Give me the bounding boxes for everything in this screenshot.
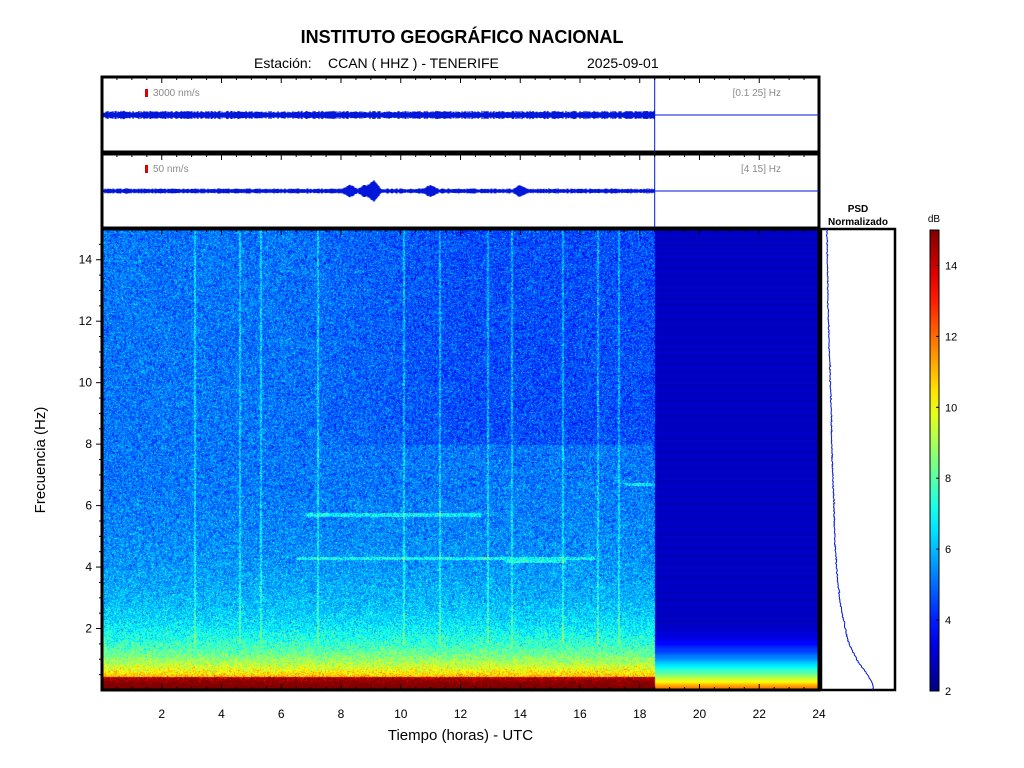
waveform-highband-scale-label: 50 nm/s [153, 164, 189, 175]
x-tick-label: 14 [514, 707, 528, 721]
colorbar-tick-label: 6 [945, 544, 951, 556]
station-prefix: Estación: [254, 55, 312, 71]
x-tick-label: 10 [394, 707, 408, 721]
colorbar-tick-label: 2 [945, 686, 951, 698]
colorbar-tick-label: 12 [945, 331, 957, 343]
waveform-broadband-filter-label: [0.1 25] Hz [733, 88, 781, 99]
y-axis-label: Frecuencia (Hz) [32, 407, 49, 514]
y-tick-label: 14 [79, 253, 93, 267]
waveform-broadband-scale-label: 3000 nm/s [153, 88, 200, 99]
colorbar [929, 229, 940, 692]
colorbar-tick-label: 4 [945, 615, 951, 627]
date-label: 2025-09-01 [587, 55, 659, 71]
y-tick-label: 10 [79, 376, 93, 390]
figure-title: INSTITUTO GEOGRÁFICO NACIONAL [300, 27, 624, 47]
x-tick-label: 16 [573, 707, 587, 721]
waveform-highband-trace [103, 180, 655, 202]
psd-frame [819, 227, 897, 692]
colorbar-tick-label: 14 [945, 260, 957, 272]
x-tick-label: 18 [633, 707, 647, 721]
psd-title-line1: PSD [848, 204, 869, 215]
spectrogram-image [102, 229, 819, 690]
waveform-broadband-scale-bar [145, 89, 148, 97]
x-tick-label: 8 [338, 707, 345, 721]
y-tick-label: 2 [85, 622, 92, 636]
y-tick-label: 12 [79, 314, 93, 328]
y-tick-label: 8 [85, 437, 92, 451]
x-axis-label: Tiempo (horas) - UTC [388, 727, 533, 744]
psd-title-line2: Normalizado [828, 217, 888, 228]
colorbar-label: dB [928, 214, 941, 225]
waveform-highband-scale-bar [145, 165, 148, 173]
x-tick-label: 6 [278, 707, 285, 721]
x-tick-label: 20 [693, 707, 707, 721]
x-tick-label: 22 [753, 707, 767, 721]
x-tick-label: 24 [812, 707, 826, 721]
x-tick-label: 12 [454, 707, 468, 721]
colorbar-tick-label: 10 [945, 402, 957, 414]
station-name: CCAN ( HHZ ) - TENERIFE [328, 55, 499, 71]
x-tick-label: 4 [218, 707, 225, 721]
waveform-highband-filter-label: [4 15] Hz [741, 164, 781, 175]
y-tick-label: 6 [85, 499, 92, 513]
waveform-broadband-trace [103, 110, 655, 120]
colorbar-tick-label: 8 [945, 473, 951, 485]
y-tick-label: 4 [85, 560, 92, 574]
psd-curve [825, 228, 874, 691]
x-tick-label: 2 [158, 707, 165, 721]
